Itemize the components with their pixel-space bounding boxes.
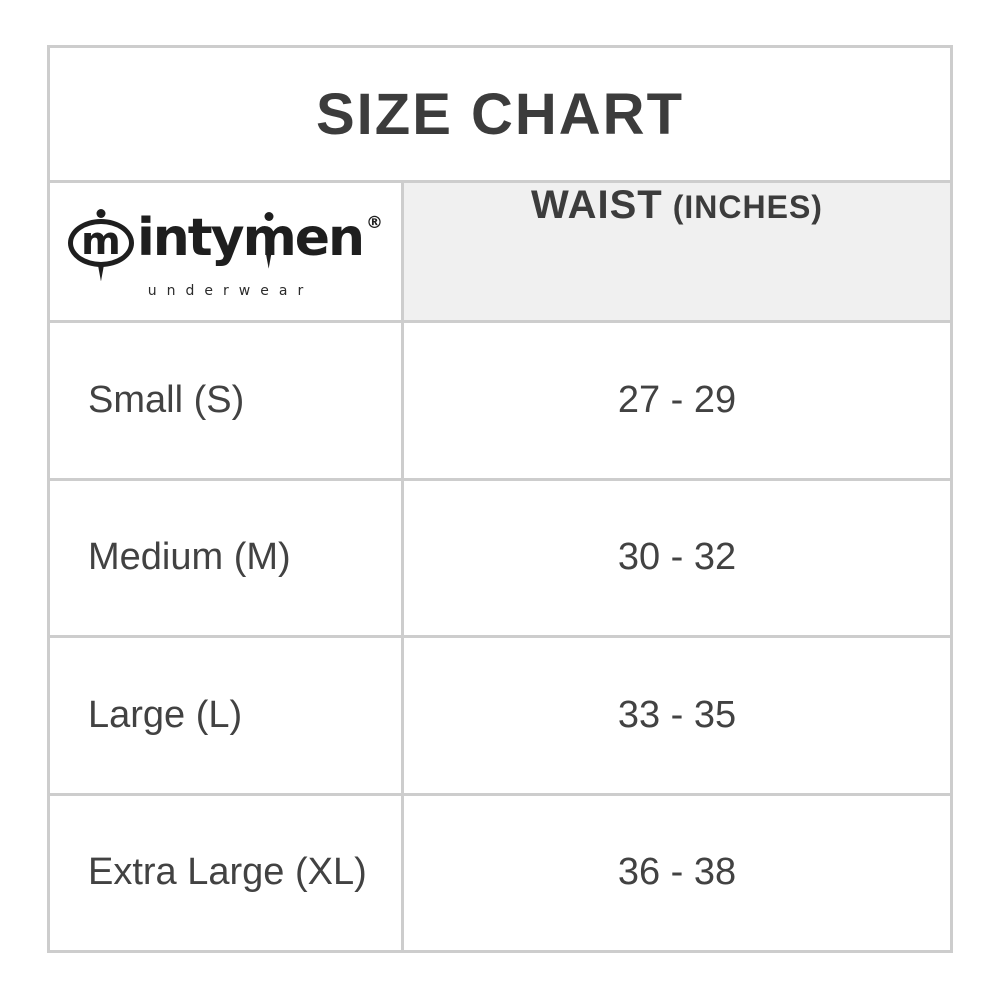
title-row: SIZE CHART [50,48,950,180]
brand-name-m-spike-icon [265,249,273,269]
table-row-medium-waist: 30 - 32 [401,477,950,635]
table-row-large-size: Large (L) [50,635,401,793]
brand-name-m: m [243,210,297,269]
table-row-small-size: Small (S) [50,320,401,478]
page-title: SIZE CHART [316,81,684,147]
table-row-xlarge-waist: 36 - 38 [401,792,950,950]
table-row-large-waist: 33 - 35 [401,635,950,793]
brand-name-end: en [294,208,365,269]
brand-mark-spike-icon [97,262,105,282]
brand-name-m-dot-icon [264,212,274,222]
table-row-small-waist: 27 - 29 [401,320,950,478]
brand-subtitle: underwear [147,282,314,299]
size-chart-table: SIZE CHART m inty m en ® [47,45,953,953]
brand-mark-dot-icon [96,209,106,219]
waist-header-cell: WAIST (INCHES) [401,180,950,320]
brand-header-cell: m inty m en ® underwear [50,180,401,320]
brand-logo: m inty m en ® [67,208,384,282]
waist-header-unit: (INCHES) [672,189,823,225]
waist-header-label: WAIST [531,183,663,227]
brand-mark-letter: m [81,219,121,264]
table-row-medium-size: Medium (M) [50,477,401,635]
registered-trademark-icon: ® [366,213,384,234]
table-row-xlarge-size: Extra Large (XL) [50,792,401,950]
brand-name-start: inty [136,208,245,269]
brand-mark-oval: m [67,209,134,282]
brand-name: inty m en ® [136,208,384,269]
